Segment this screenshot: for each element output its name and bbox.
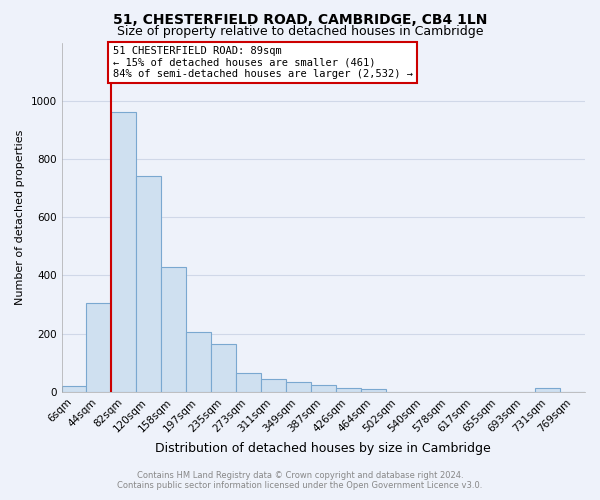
Text: 51, CHESTERFIELD ROAD, CAMBRIDGE, CB4 1LN: 51, CHESTERFIELD ROAD, CAMBRIDGE, CB4 1L… [113, 12, 487, 26]
Bar [86, 303, 112, 392]
Bar [112, 112, 136, 392]
Bar [286, 382, 311, 392]
Bar [535, 388, 560, 392]
Text: Contains HM Land Registry data © Crown copyright and database right 2024.
Contai: Contains HM Land Registry data © Crown c… [118, 470, 482, 490]
Bar [62, 386, 86, 392]
X-axis label: Distribution of detached houses by size in Cambridge: Distribution of detached houses by size … [155, 442, 491, 455]
Bar [261, 379, 286, 392]
Y-axis label: Number of detached properties: Number of detached properties [15, 130, 25, 305]
Bar [161, 266, 186, 392]
Bar [336, 388, 361, 392]
Bar [136, 176, 161, 392]
Bar [236, 373, 261, 392]
Bar [186, 332, 211, 392]
Bar [311, 384, 336, 392]
Text: 51 CHESTERFIELD ROAD: 89sqm
← 15% of detached houses are smaller (461)
84% of se: 51 CHESTERFIELD ROAD: 89sqm ← 15% of det… [113, 46, 413, 79]
Bar [211, 344, 236, 392]
Text: Size of property relative to detached houses in Cambridge: Size of property relative to detached ho… [117, 25, 483, 38]
Bar [361, 389, 386, 392]
